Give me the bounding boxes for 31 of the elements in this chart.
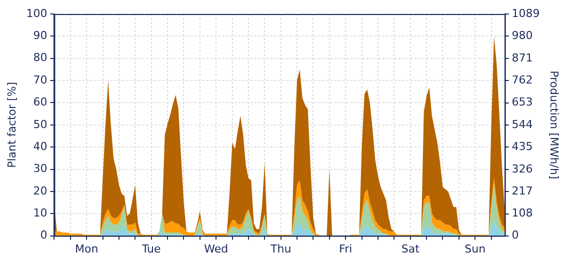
y2-tick-label: 0: [512, 228, 519, 242]
y-tick-label: 80: [33, 51, 48, 64]
y-axis-title: Plant factor [%]: [5, 82, 18, 168]
y2-tick-label: 108: [512, 206, 533, 220]
y-tick-label: 10: [33, 206, 48, 220]
y2-tick-label: 435: [512, 140, 533, 154]
y2-tick-label: 544: [512, 118, 533, 131]
y2-tick-label: 980: [512, 29, 533, 42]
y2-tick-label: 871: [512, 51, 533, 64]
y-tick-label: 20: [33, 184, 48, 198]
y2-axis-title: Production [MWh/h]: [548, 70, 561, 180]
x-tick-label: Sat: [401, 242, 420, 256]
x-tick-label: Sun: [464, 242, 486, 256]
x-tick-label: Tue: [140, 242, 161, 256]
x-tick-label: Thu: [270, 242, 292, 256]
y-tick-label: 40: [33, 140, 48, 153]
y2-tick-label: 217: [512, 184, 533, 198]
y-tick-label: 50: [33, 118, 48, 131]
y-tick-label: 70: [33, 73, 48, 86]
y2-tick-label: 1089: [512, 6, 540, 20]
y-tick-label: 60: [33, 96, 48, 109]
y-tick-label: 0: [40, 228, 48, 242]
y-tick-label: 100: [26, 6, 48, 20]
y-tick-label: 30: [33, 162, 48, 176]
y-tick-label: 90: [33, 29, 48, 42]
y2-tick-label: 762: [512, 73, 533, 86]
y2-tick-label: 653: [512, 96, 533, 109]
x-tick-label: Wed: [204, 242, 228, 256]
y2-tick-label: 326: [512, 162, 533, 176]
x-tick-label: Fri: [339, 242, 352, 256]
x-tick-label: Mon: [74, 242, 98, 256]
